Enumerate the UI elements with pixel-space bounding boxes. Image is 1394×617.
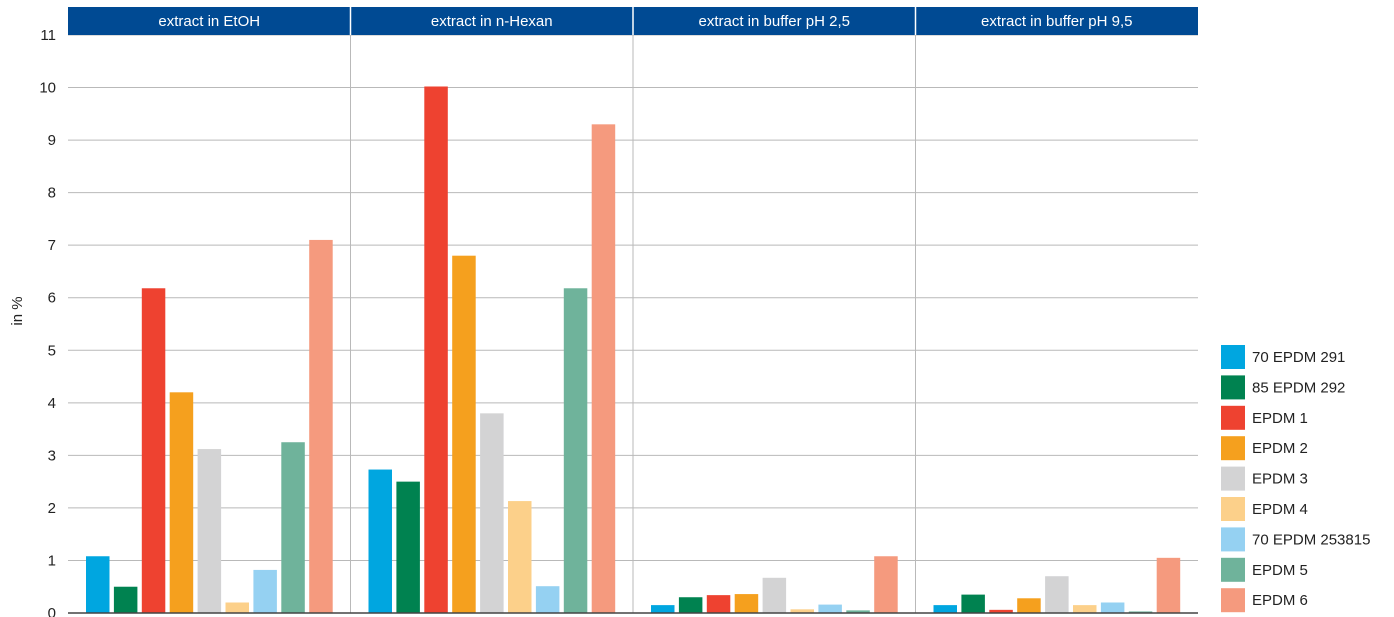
bar [734, 594, 759, 613]
bar [281, 442, 305, 613]
bar [790, 609, 814, 613]
bar [762, 577, 787, 613]
legend-label: 70 EPDM 253815 [1252, 531, 1370, 548]
bar [874, 556, 898, 613]
bar [1100, 602, 1125, 613]
legend-label: EPDM 3 [1252, 471, 1308, 488]
y-axis: 0 1 2 3 4 5 6 7 8 9 10 11 [39, 27, 1198, 617]
legend-label: 85 EPDM 292 [1252, 379, 1345, 396]
bar [169, 392, 194, 613]
bar [424, 86, 448, 613]
legend-label: EPDM 4 [1252, 501, 1308, 518]
panel-header [68, 7, 351, 35]
legend-swatch [1221, 588, 1245, 613]
bar [309, 239, 333, 613]
y-tick-label: 11 [40, 27, 56, 44]
y-axis-label: in % [9, 296, 26, 325]
legend-swatch [1221, 405, 1245, 430]
bars [86, 86, 1181, 613]
legend-label: EPDM 1 [1252, 410, 1308, 427]
panel-dividers [350, 7, 916, 613]
panel-headers: extract in EtOH extract in n-Hexan extract… [68, 7, 1198, 35]
panel-title: extract in EtOH [158, 13, 260, 30]
legend-swatch [1221, 375, 1245, 400]
bar [1045, 576, 1069, 613]
legend: 70 EPDM 291 85 EPDM 292 EPDM 1 EPDM 2 EPDM 3… [1221, 345, 1370, 613]
y-tick-label: 2 [48, 500, 56, 517]
y-tick-label: 10 [39, 80, 56, 97]
panel-header [915, 7, 1198, 35]
bar [563, 288, 588, 613]
bar [989, 609, 1013, 613]
bar [535, 586, 560, 613]
bar [141, 288, 166, 613]
legend-label: 70 EPDM 291 [1252, 349, 1345, 366]
bar [678, 597, 703, 613]
bar [452, 255, 476, 613]
legend-label: EPDM 6 [1252, 592, 1308, 609]
bar [1017, 598, 1041, 613]
bar [591, 124, 616, 613]
y-tick-label: 6 [48, 290, 56, 307]
bar [706, 595, 731, 613]
panel-title: extract in buffer pH 9,5 [981, 13, 1132, 30]
bar [1128, 611, 1153, 613]
legend-label: EPDM 2 [1252, 440, 1308, 457]
y-tick-label: 7 [48, 237, 56, 254]
bar [225, 602, 249, 613]
y-tick-label: 9 [48, 132, 56, 149]
bar [1156, 557, 1181, 613]
bar [86, 556, 110, 613]
bar [818, 604, 842, 613]
bar [961, 594, 985, 613]
y-tick-label: 0 [48, 605, 56, 617]
y-tick-label: 3 [48, 447, 56, 464]
legend-swatch [1221, 497, 1245, 521]
bar [253, 569, 277, 613]
bar [368, 469, 392, 613]
panel-header [350, 7, 633, 35]
y-tick-label: 8 [48, 185, 56, 202]
panel-title: extract in buffer pH 2,5 [699, 13, 850, 30]
bar [396, 481, 420, 613]
bar [846, 610, 870, 613]
legend-swatch [1221, 345, 1245, 369]
legend-swatch [1221, 436, 1245, 461]
panel-title: extract in n-Hexan [431, 13, 553, 30]
bar [197, 449, 222, 613]
y-tick-label: 1 [48, 552, 56, 569]
bar [1073, 605, 1097, 613]
bar [480, 413, 504, 613]
bar [508, 501, 532, 613]
y-tick-label: 4 [48, 395, 56, 412]
legend-label: EPDM 5 [1252, 562, 1308, 579]
y-tick-label: 5 [48, 342, 56, 359]
bar [113, 586, 138, 613]
panel-header [633, 7, 916, 35]
bar [933, 605, 957, 613]
legend-swatch [1221, 557, 1245, 582]
bar [651, 605, 675, 613]
legend-swatch [1221, 466, 1245, 491]
legend-swatch [1221, 527, 1245, 552]
